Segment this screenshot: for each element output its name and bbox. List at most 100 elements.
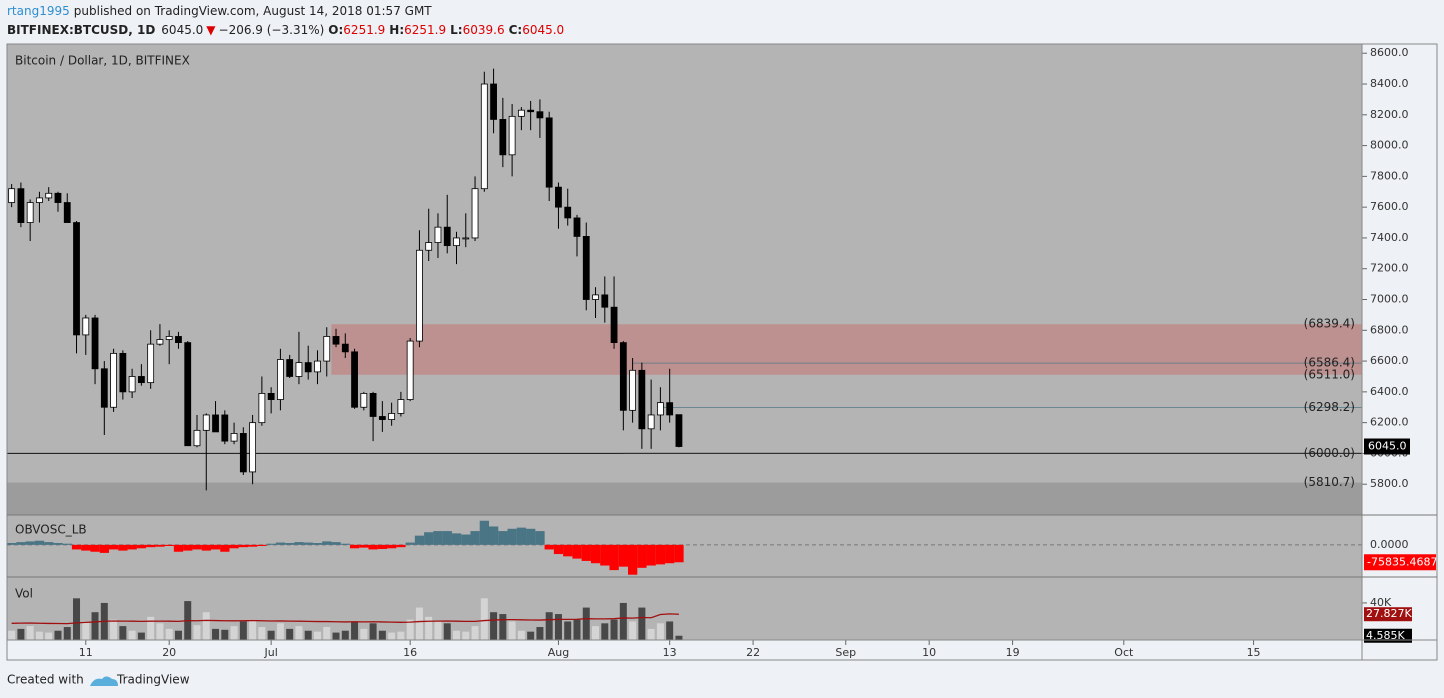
level-label: (6000.0) bbox=[1304, 446, 1355, 460]
obv-bar bbox=[53, 543, 63, 545]
obv-bar bbox=[609, 544, 619, 571]
volume-bar bbox=[35, 631, 43, 640]
candle-body bbox=[230, 433, 238, 442]
candle-body bbox=[397, 399, 405, 414]
obv-bar bbox=[414, 535, 425, 545]
candle-body bbox=[416, 249, 423, 342]
last-value-label: 4.585K bbox=[1366, 629, 1405, 642]
obv-bar bbox=[294, 542, 304, 545]
volume-bar bbox=[249, 619, 257, 640]
candle-body bbox=[8, 188, 16, 203]
candle-body bbox=[45, 192, 53, 199]
volume-bar bbox=[341, 630, 349, 640]
candle-body bbox=[453, 237, 460, 247]
obv-bar bbox=[99, 544, 110, 553]
ohlc-value: 6251.9 bbox=[343, 23, 385, 37]
volume-bar bbox=[619, 602, 627, 640]
obv-bar bbox=[118, 544, 128, 551]
y-tick-label: 7600.0 bbox=[1370, 200, 1409, 213]
candle-body bbox=[91, 317, 99, 370]
obv-bar bbox=[627, 544, 638, 575]
y-tick-label: 8400.0 bbox=[1370, 77, 1409, 90]
candle-body bbox=[592, 294, 599, 300]
x-tick-label: 20 bbox=[162, 646, 176, 659]
candle-body bbox=[267, 393, 275, 400]
candle-body bbox=[471, 188, 479, 239]
candle-body bbox=[304, 362, 312, 373]
volume-bar bbox=[545, 612, 553, 640]
obv-bar bbox=[377, 544, 388, 549]
candle-body bbox=[666, 402, 674, 416]
y-tick-label: 6400.0 bbox=[1370, 385, 1409, 398]
author[interactable]: rtang1995 bbox=[7, 4, 70, 18]
volume-bar bbox=[388, 632, 396, 640]
obv-bar bbox=[387, 544, 397, 549]
pane-title: Vol bbox=[15, 587, 33, 601]
obv-bar bbox=[155, 544, 165, 547]
volume-bar bbox=[480, 598, 488, 640]
symbol-line: BITFINEX:BTCUSD, 1D 6045.0 ▼ −206.9 (−3.31%… bbox=[7, 23, 564, 37]
obv-bar bbox=[257, 544, 267, 546]
obv-bar bbox=[220, 544, 230, 552]
footer-text: Created with bbox=[7, 673, 84, 687]
y-tick-label: 7200.0 bbox=[1370, 262, 1409, 275]
candle-body bbox=[434, 226, 442, 243]
candle-body bbox=[490, 83, 497, 120]
candle-body bbox=[193, 429, 201, 447]
obv-bar bbox=[81, 544, 91, 551]
candle-body bbox=[517, 109, 525, 117]
obv-bar bbox=[90, 544, 100, 552]
ohlc-label: C: bbox=[509, 23, 523, 37]
x-tick-label: Aug bbox=[548, 646, 569, 659]
candle-body bbox=[369, 393, 377, 417]
obv-bar bbox=[368, 544, 378, 550]
arrow: ▼ bbox=[206, 23, 216, 37]
obv-bar bbox=[655, 544, 666, 565]
y-tick-label: 0.0000 bbox=[1370, 538, 1409, 551]
candle-body bbox=[508, 115, 516, 156]
volume-bar bbox=[73, 598, 81, 640]
candle-body bbox=[63, 202, 71, 223]
volume-bar bbox=[554, 614, 562, 640]
candle-body bbox=[82, 317, 90, 336]
candle-body bbox=[619, 342, 627, 411]
candle-body bbox=[36, 197, 43, 203]
candle-body bbox=[286, 359, 294, 377]
volume-bar bbox=[675, 635, 683, 640]
obv-bar bbox=[44, 542, 54, 545]
volume-bar bbox=[499, 614, 507, 640]
footer-brand[interactable]: TradingView bbox=[116, 673, 190, 687]
obv-bar bbox=[62, 543, 72, 545]
obv-bar bbox=[34, 540, 45, 545]
candle-body bbox=[221, 414, 229, 442]
volume-bar bbox=[462, 631, 470, 640]
volume-bar bbox=[119, 626, 127, 640]
obv-bar bbox=[238, 544, 249, 548]
volume-bar bbox=[666, 621, 674, 640]
candle-body bbox=[341, 343, 349, 353]
obv-bar bbox=[544, 544, 554, 550]
candle-body bbox=[277, 359, 284, 400]
obv-bar bbox=[563, 544, 573, 557]
volume-bar bbox=[434, 621, 442, 640]
last-value-tag bbox=[1364, 554, 1436, 571]
volume-bar bbox=[202, 612, 210, 640]
candle-body bbox=[110, 352, 117, 408]
volume-bar bbox=[193, 625, 201, 640]
change: −206.9 (−3.31%) bbox=[219, 23, 325, 37]
volume-bar bbox=[517, 630, 525, 640]
last-value-tag bbox=[1364, 628, 1412, 643]
volume-bar bbox=[564, 621, 572, 640]
x-tick-label: 13 bbox=[663, 646, 677, 659]
x-tick-label: 10 bbox=[922, 646, 936, 659]
obv-bar bbox=[646, 544, 656, 566]
x-tick-label: 22 bbox=[746, 646, 760, 659]
candle-body bbox=[360, 393, 368, 408]
candle-body bbox=[156, 339, 164, 345]
published: published on TradingView.com, August 14,… bbox=[74, 4, 433, 18]
obv-bar bbox=[451, 533, 462, 545]
y-tick-label: 8000.0 bbox=[1370, 139, 1409, 152]
volume-bar bbox=[415, 607, 423, 640]
